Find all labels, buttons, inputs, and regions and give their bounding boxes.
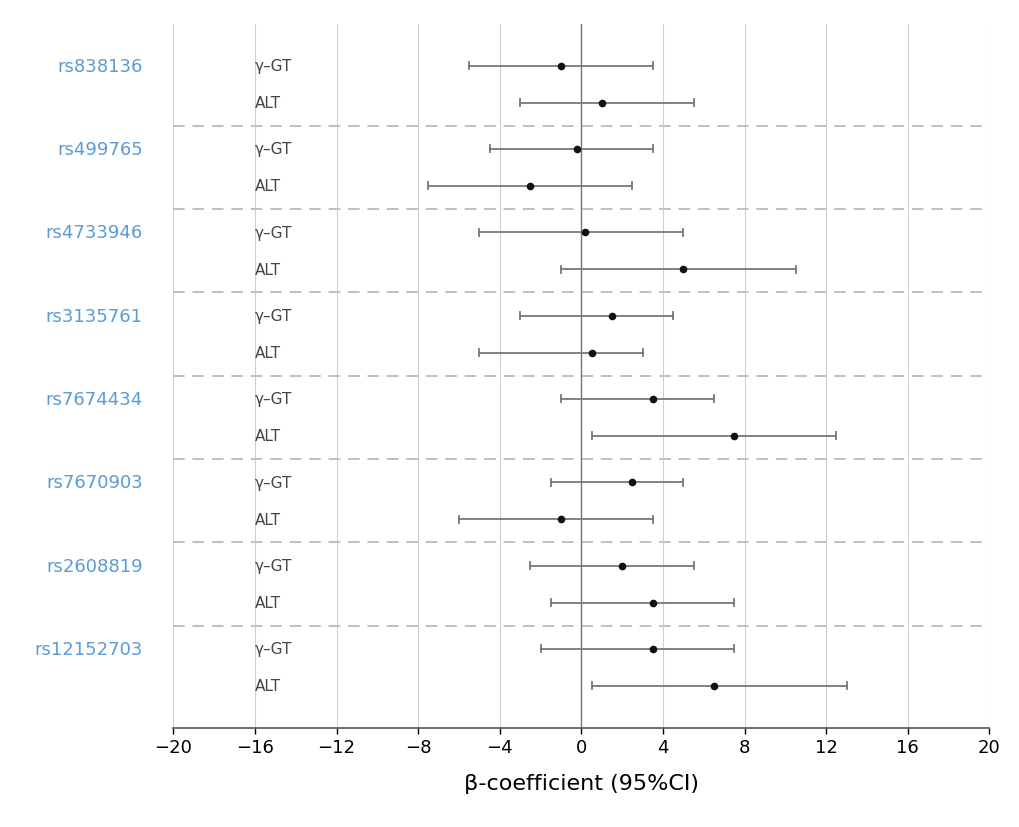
Text: ALT: ALT (255, 96, 281, 111)
Text: ALT: ALT (255, 679, 281, 694)
Text: ALT: ALT (255, 179, 281, 194)
Text: ALT: ALT (255, 429, 281, 444)
Text: ALT: ALT (255, 595, 281, 610)
Text: rs7670903: rs7670903 (46, 474, 143, 491)
Text: rs838136: rs838136 (57, 57, 143, 75)
Text: γ–GT: γ–GT (255, 59, 292, 74)
Text: rs499765: rs499765 (57, 141, 143, 159)
Text: γ–GT: γ–GT (255, 392, 292, 407)
Text: γ–GT: γ–GT (255, 558, 292, 573)
X-axis label: β-coefficient (95%CI): β-coefficient (95%CI) (464, 772, 698, 793)
Text: rs7674434: rs7674434 (46, 390, 143, 409)
Text: γ–GT: γ–GT (255, 142, 292, 157)
Text: ALT: ALT (255, 262, 281, 277)
Text: rs12152703: rs12152703 (35, 640, 143, 658)
Text: γ–GT: γ–GT (255, 308, 292, 323)
Text: γ–GT: γ–GT (255, 642, 292, 657)
Text: rs3135761: rs3135761 (46, 307, 143, 325)
Text: ALT: ALT (255, 346, 281, 361)
Text: γ–GT: γ–GT (255, 226, 292, 241)
Text: ALT: ALT (255, 512, 281, 527)
Text: rs2608819: rs2608819 (46, 557, 143, 575)
Text: γ–GT: γ–GT (255, 476, 292, 490)
Text: rs4733946: rs4733946 (46, 224, 143, 242)
